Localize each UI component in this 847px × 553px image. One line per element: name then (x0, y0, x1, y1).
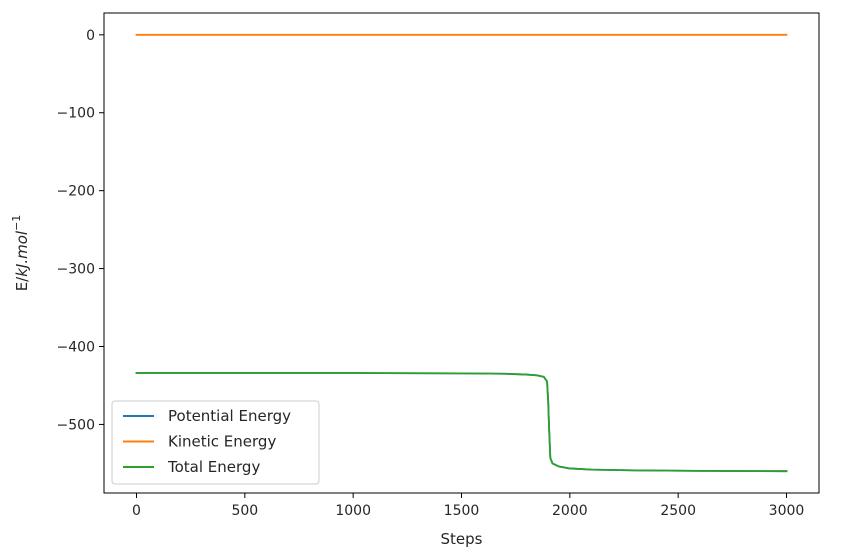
x-tick-label: 1500 (444, 503, 480, 519)
series-line-2 (135, 372, 788, 473)
y-axis: 0 −100 −200 −300 −400 −500 (57, 28, 104, 433)
x-tick-label: 1000 (335, 503, 371, 519)
y-tick-label: −400 (57, 340, 95, 356)
x-tick-label: 2500 (660, 503, 696, 519)
x-tick-label: 0 (132, 503, 141, 519)
y-tick-label: −200 (57, 184, 95, 200)
y-axis-label: E/kJ.mol−1 (10, 215, 31, 292)
x-tick-label: 2000 (552, 503, 588, 519)
y-tick-label: −300 (57, 262, 95, 278)
series-layer (135, 33, 788, 473)
legend-label: Total Energy (167, 458, 260, 476)
legend-label: Potential Energy (168, 407, 291, 425)
legend-frame (111, 400, 320, 485)
x-axis: 0 500 1000 1500 2000 2500 3000 (132, 493, 804, 519)
y-tick-label: 0 (86, 28, 95, 44)
legend: Potential Energy Kinetic Energy Total Ener… (111, 400, 320, 485)
y-tick-label: −100 (57, 106, 95, 122)
y-tick-label: −500 (57, 417, 95, 433)
x-axis-label: Steps (441, 530, 483, 548)
x-tick-label: 3000 (769, 503, 805, 519)
x-tick-label: 500 (231, 503, 258, 519)
legend-entries: Potential Energy Kinetic Energy Total Ener… (123, 407, 291, 476)
legend-label: Kinetic Energy (168, 433, 276, 451)
